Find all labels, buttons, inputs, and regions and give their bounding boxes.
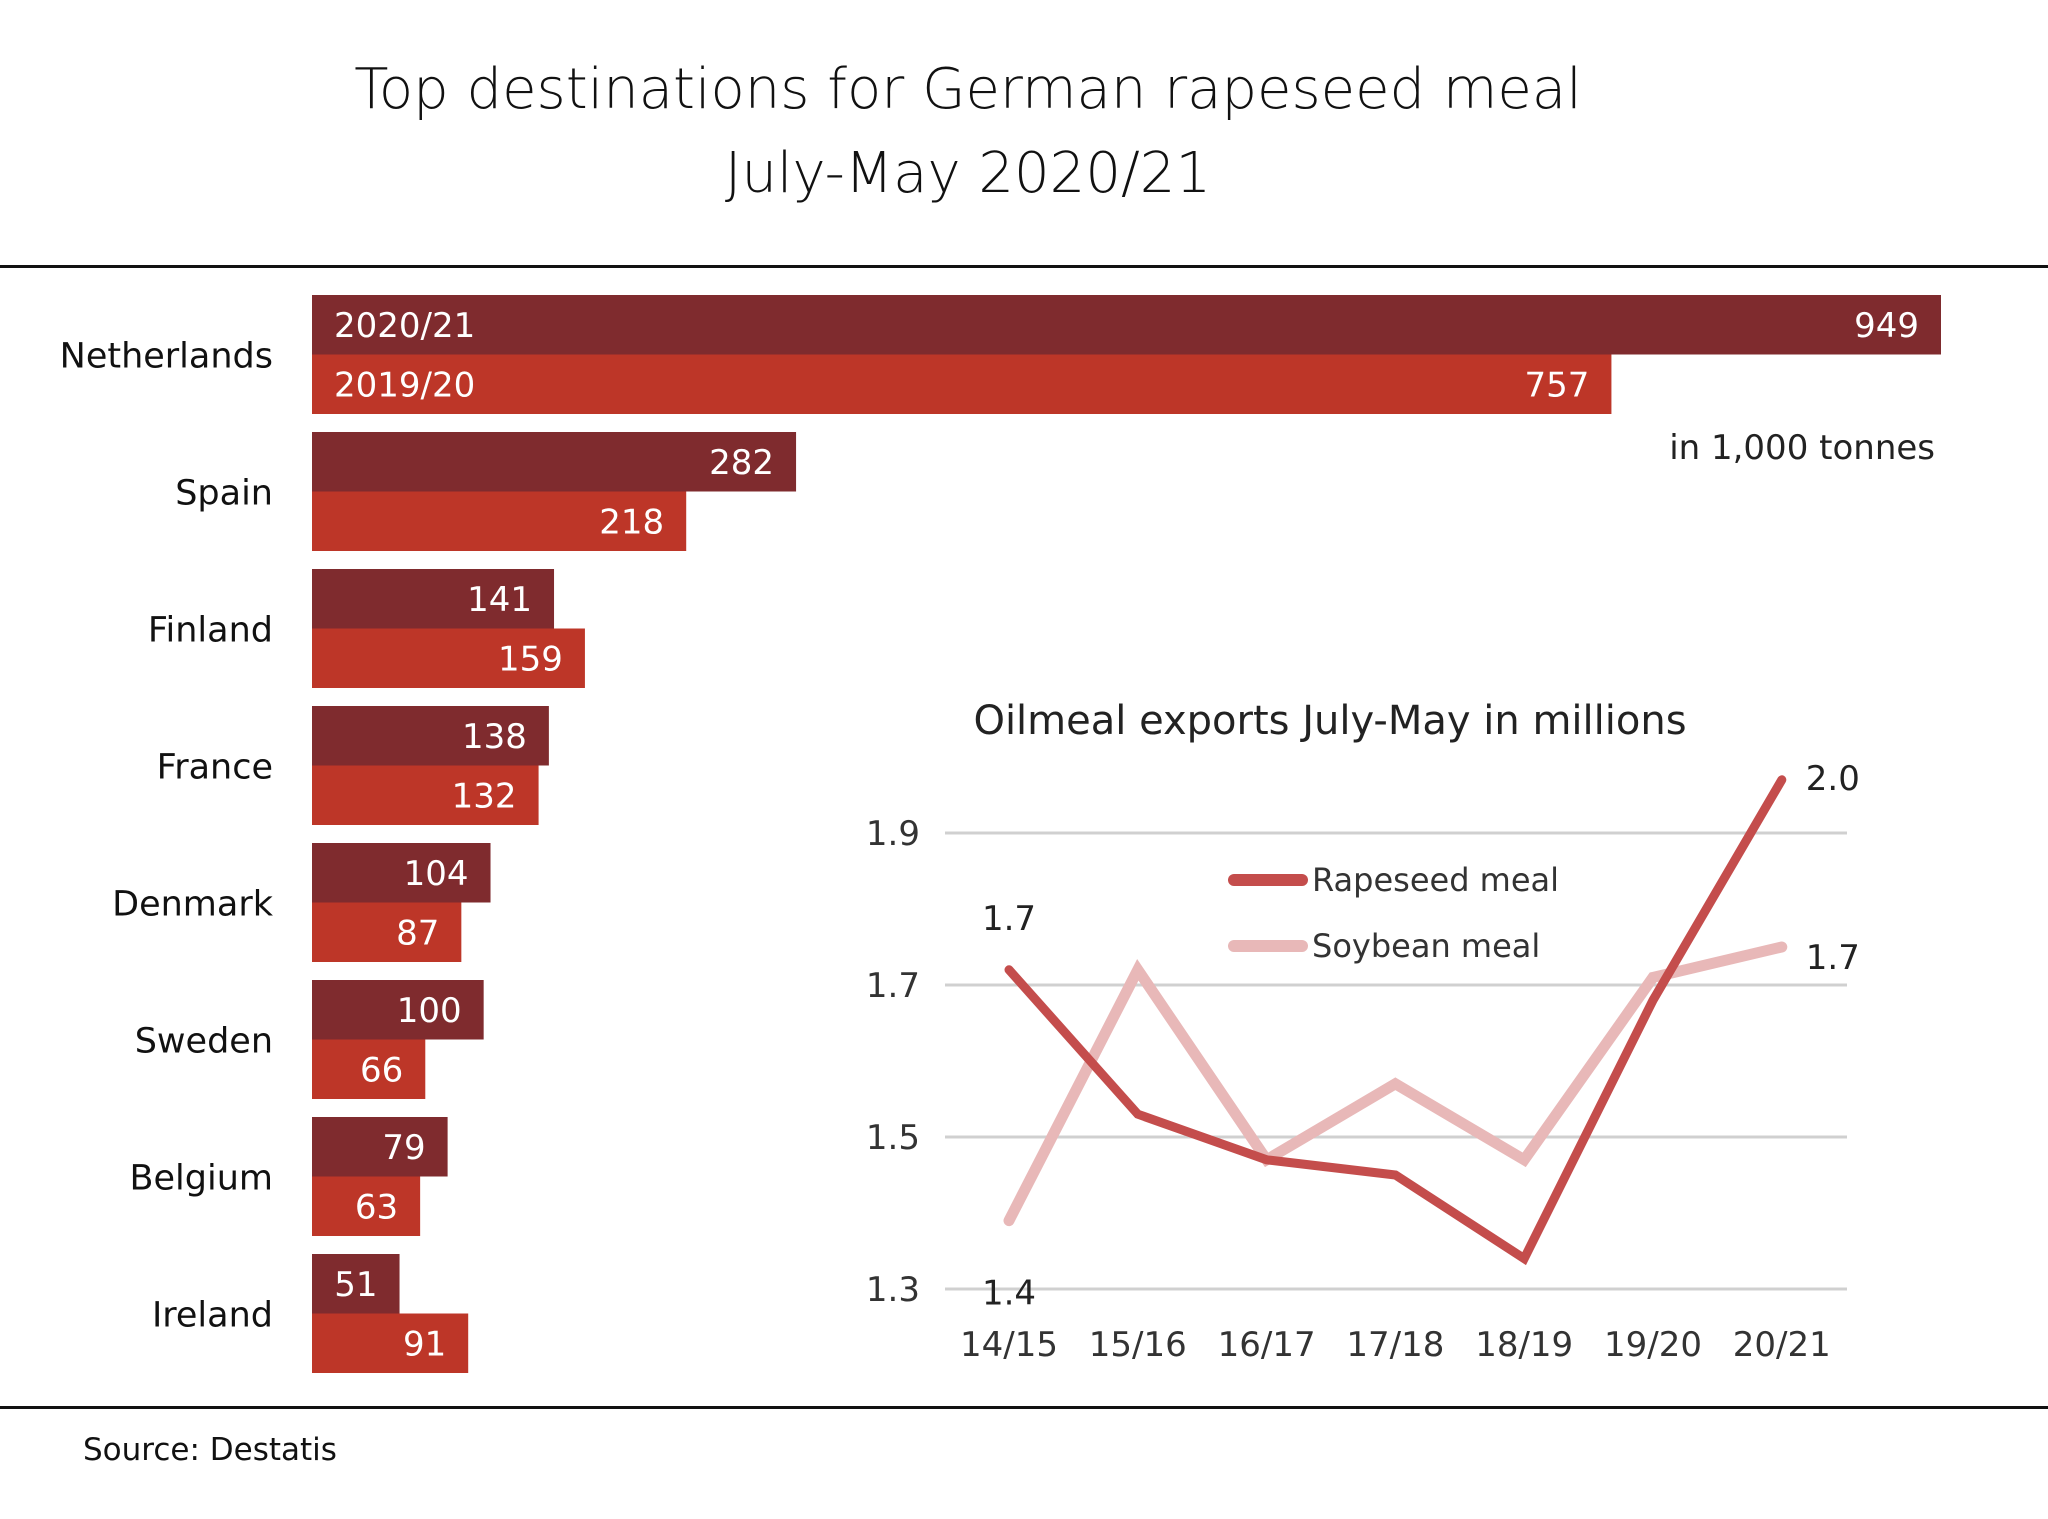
bottom-rule (0, 1406, 2048, 1409)
bar-value-label: 218 (599, 503, 664, 543)
category-label-denmark: Denmark (112, 885, 274, 925)
top-rule (0, 265, 2048, 268)
category-label-france: France (157, 748, 273, 788)
data-label: 1.4 (982, 1274, 1036, 1314)
data-label: 1.7 (982, 899, 1036, 939)
data-label: 2.0 (1806, 759, 1860, 799)
bar-ireland-2019-20 (312, 1313, 469, 1373)
bar-value-label: 282 (709, 443, 774, 483)
bar-denmark-2020-21 (312, 843, 491, 903)
bar-value-label: 51 (334, 1265, 377, 1305)
series-label-2020-21: 2020/21 (334, 306, 475, 346)
bar-value-label: 100 (397, 991, 462, 1031)
bar-denmark-2019-20 (312, 902, 462, 962)
y-tick-label: 1.7 (866, 966, 920, 1006)
x-tick-label: 16/17 (1218, 1325, 1316, 1365)
bar-value-label: 91 (403, 1325, 446, 1365)
x-tick-label: 17/18 (1346, 1325, 1444, 1365)
data-label: 1.7 (1806, 938, 1860, 978)
bar-chart: Netherlands 949 2020/21 757 2019/20 Spain 282 2… (60, 295, 1941, 1373)
bar-finland-2019-20 (312, 628, 585, 688)
bar-spain-2020-21 (312, 432, 797, 492)
bar-value-label: 949 (1854, 306, 1919, 346)
y-tick-label: 1.3 (866, 1270, 920, 1310)
bar-value-label: 79 (382, 1128, 425, 1168)
bar-value-label: 104 (404, 854, 469, 894)
line-chart-title: Oilmeal exports July-May in millions (973, 698, 1686, 744)
y-tick-label: 1.9 (866, 814, 920, 854)
chart-title-line2: July-May 2020/21 (725, 141, 1211, 206)
bar-sweden-2020-21 (312, 980, 484, 1040)
bar-value-label: 66 (360, 1051, 403, 1091)
bar-value-label: 63 (355, 1188, 398, 1228)
bar-value-label: 757 (1525, 366, 1590, 406)
bar-sweden-2019-20 (312, 1039, 426, 1099)
y-tick-label: 1.5 (866, 1118, 920, 1158)
bar-value-label: 138 (462, 717, 527, 757)
bar-belgium-2019-20 (312, 1176, 421, 1236)
x-tick-label: 19/20 (1604, 1325, 1702, 1365)
chart-title-line1: Top destinations for German rapeseed mea… (354, 57, 1582, 122)
series-label-2019-20: 2019/20 (334, 366, 475, 406)
x-tick-label: 18/19 (1475, 1325, 1573, 1365)
legend-label: Rapeseed meal (1312, 861, 1559, 899)
source-note: Source: Destatis (83, 1432, 337, 1468)
bar-finland-2020-21 (312, 569, 555, 629)
bar-france-2019-20 (312, 765, 539, 825)
bar-ireland-2020-21 (312, 1254, 400, 1314)
category-label-sweden: Sweden (135, 1022, 273, 1062)
category-label-spain: Spain (175, 474, 273, 514)
bar-belgium-2020-21 (312, 1117, 448, 1177)
line-chart: Oilmeal exports July-May in millions 1.3… (866, 698, 1860, 1365)
category-label-belgium: Belgium (130, 1159, 274, 1199)
unit-label: in 1,000 tonnes (1669, 428, 1935, 468)
category-label-finland: Finland (148, 611, 273, 651)
bar-spain-2019-20 (312, 491, 687, 551)
legend-label: Soybean meal (1312, 927, 1540, 965)
bar-france-2020-21 (312, 706, 549, 766)
bar-value-label: 132 (452, 777, 517, 817)
category-label-ireland: Ireland (152, 1296, 273, 1336)
category-label-netherlands: Netherlands (60, 337, 273, 377)
bar-value-label: 87 (396, 914, 439, 954)
line-soybean-meal (1003, 941, 1788, 1227)
line-rapeseed-meal (1004, 775, 1787, 1266)
x-tick-label: 20/21 (1733, 1325, 1831, 1365)
bar-value-label: 141 (467, 580, 532, 620)
bar-netherlands-2019-20 (312, 354, 1612, 414)
x-tick-label: 14/15 (960, 1325, 1058, 1365)
bar-netherlands-2020-21 (312, 295, 1941, 355)
bar-value-label: 159 (498, 640, 563, 680)
x-tick-label: 15/16 (1089, 1325, 1187, 1365)
